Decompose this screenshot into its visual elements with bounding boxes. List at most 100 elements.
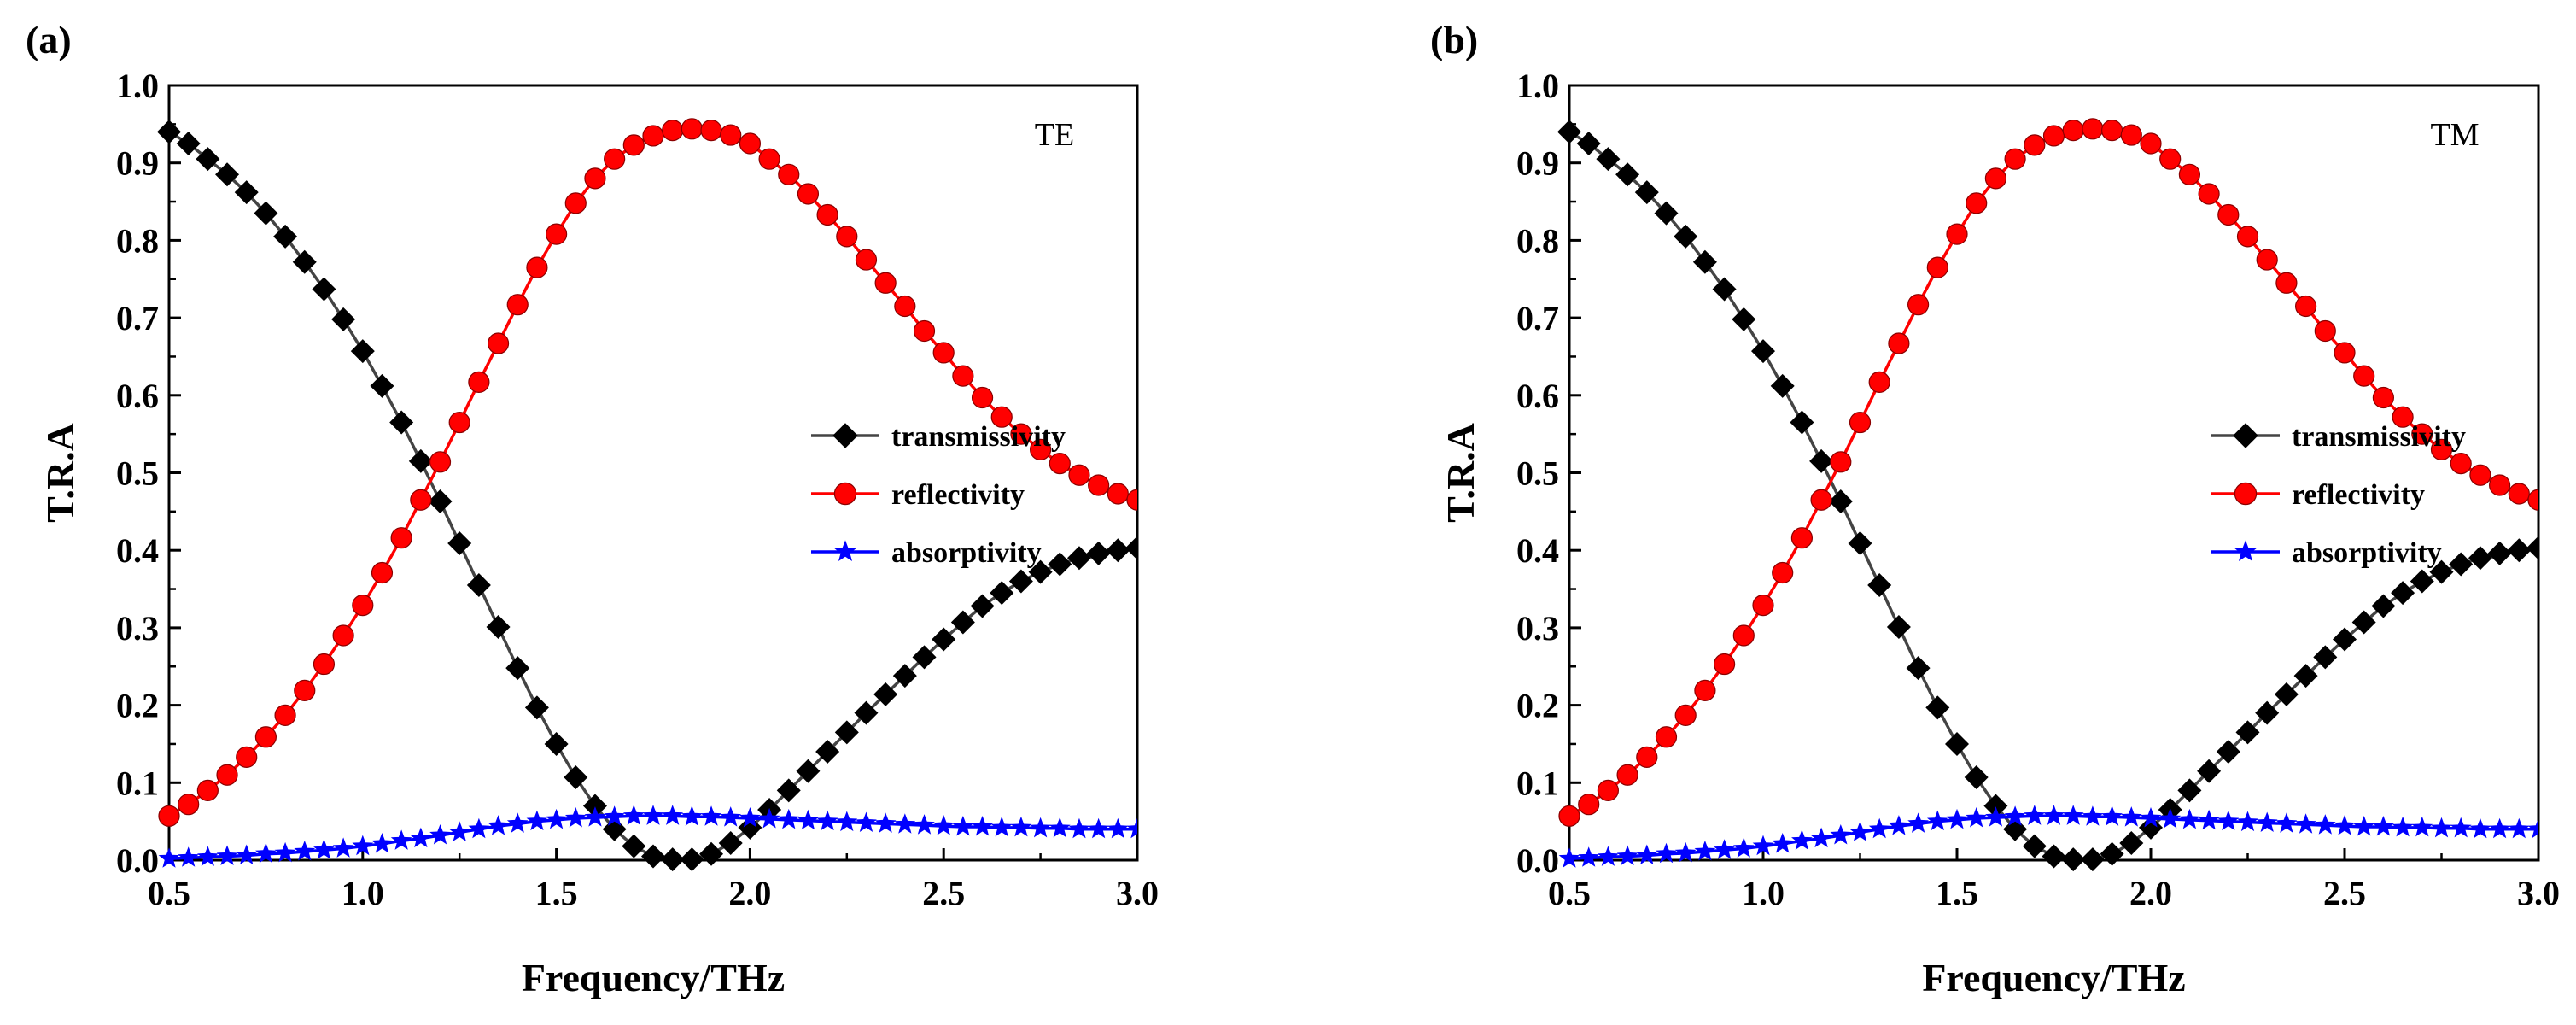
data-point-reflectivity — [642, 125, 664, 147]
data-point-absorptivity — [604, 805, 625, 826]
series-reflectivity — [1558, 118, 2538, 827]
data-point-transmissivity — [622, 834, 646, 858]
y-tick-label: 0.9 — [1516, 144, 1559, 183]
data-point-reflectivity — [1907, 294, 1930, 316]
data-point-reflectivity — [254, 726, 277, 748]
y-tick-label: 0.8 — [116, 221, 159, 260]
data-point-transmissivity — [582, 794, 607, 818]
data-point-reflectivity — [216, 764, 238, 786]
data-point-reflectivity — [2527, 489, 2538, 511]
data-point-transmissivity — [2080, 847, 2105, 872]
data-point-transmissivity — [312, 277, 336, 302]
data-point-transmissivity — [1615, 162, 1640, 187]
y-tick-label: 0.2 — [116, 687, 159, 725]
legend-label-absorptivity: absorptivity — [891, 537, 1042, 569]
data-point-reflectivity — [1010, 423, 1032, 445]
data-point-absorptivity — [1830, 823, 1852, 845]
data-point-reflectivity — [274, 704, 296, 726]
data-point-reflectivity — [545, 223, 568, 245]
data-point-absorptivity — [914, 814, 935, 835]
y-tick-label: 0.2 — [1516, 687, 1559, 725]
data-point-transmissivity — [215, 162, 240, 187]
data-point-reflectivity — [2256, 249, 2278, 271]
data-point-transmissivity — [2429, 559, 2454, 584]
data-point-transmissivity — [1809, 448, 1834, 473]
data-point-reflectivity — [2508, 483, 2530, 505]
data-point-absorptivity — [2140, 807, 2162, 828]
data-point-absorptivity — [2004, 805, 2026, 826]
data-point-absorptivity — [662, 805, 684, 825]
data-point-absorptivity — [1578, 846, 1600, 867]
data-point-reflectivity — [990, 406, 1013, 428]
data-point-absorptivity — [2062, 805, 2084, 825]
data-point-reflectivity — [371, 561, 394, 584]
data-point-reflectivity — [1107, 483, 1129, 505]
legend-marker-reflectivity — [833, 482, 857, 506]
data-point-reflectivity — [1868, 371, 1890, 393]
data-point-reflectivity — [1674, 704, 1697, 726]
data-point-transmissivity — [544, 731, 569, 756]
data-point-absorptivity — [1126, 817, 1137, 839]
data-point-reflectivity — [2411, 423, 2433, 445]
data-point-reflectivity — [604, 148, 626, 170]
data-point-absorptivity — [255, 842, 277, 864]
data-point-reflectivity — [874, 272, 897, 294]
y-tick-label: 0.1 — [1516, 764, 1559, 802]
data-point-reflectivity — [1984, 167, 2006, 190]
mode-label: TM — [2431, 117, 2480, 153]
data-point-transmissivity — [370, 373, 394, 398]
data-point-transmissivity — [1867, 573, 1892, 598]
data-point-absorptivity — [700, 805, 722, 826]
data-point-reflectivity — [526, 256, 548, 278]
data-point-absorptivity — [1966, 807, 1988, 828]
data-point-absorptivity — [2469, 817, 2491, 839]
data-point-reflectivity — [971, 386, 994, 409]
data-point-absorptivity — [1985, 806, 2006, 827]
data-point-transmissivity — [196, 147, 220, 172]
legend-marker-absorptivity — [834, 540, 856, 562]
data-point-transmissivity — [486, 614, 511, 639]
x-tick-label: 2.5 — [2323, 874, 2366, 912]
data-point-absorptivity — [158, 847, 180, 868]
data-point-absorptivity — [584, 806, 606, 827]
data-point-transmissivity — [1886, 614, 1911, 639]
series-transmissivity — [1557, 120, 2538, 872]
data-point-absorptivity — [2411, 816, 2433, 837]
data-point-transmissivity — [2391, 581, 2415, 606]
data-point-reflectivity — [2042, 125, 2065, 147]
data-point-transmissivity — [2507, 538, 2532, 563]
data-point-transmissivity — [2061, 847, 2086, 872]
data-point-reflectivity — [758, 148, 780, 170]
data-point-absorptivity — [1674, 841, 1697, 863]
data-point-transmissivity — [660, 847, 685, 872]
data-point-reflectivity — [506, 294, 529, 316]
data-point-absorptivity — [778, 808, 800, 829]
legend-label-reflectivity: reflectivity — [891, 479, 1025, 511]
data-point-absorptivity — [1049, 817, 1071, 838]
data-point-absorptivity — [2450, 817, 2472, 838]
data-point-absorptivity — [2179, 808, 2200, 829]
data-point-reflectivity — [564, 192, 587, 214]
data-point-transmissivity — [2526, 536, 2538, 560]
data-point-absorptivity — [1616, 845, 1638, 865]
data-point-absorptivity — [1088, 817, 1109, 839]
series-absorptivity — [1558, 805, 2538, 868]
x-tick-label: 1.5 — [1936, 874, 1978, 912]
data-point-absorptivity — [216, 845, 238, 865]
data-point-reflectivity — [2430, 438, 2453, 460]
data-point-transmissivity — [1674, 224, 1698, 249]
data-point-reflectivity — [1655, 726, 1678, 748]
data-point-absorptivity — [622, 805, 645, 825]
data-point-absorptivity — [836, 811, 858, 832]
data-point-reflectivity — [236, 746, 258, 768]
data-point-absorptivity — [2256, 811, 2278, 832]
data-point-transmissivity — [564, 764, 588, 789]
data-point-absorptivity — [874, 812, 897, 833]
data-point-transmissivity — [2410, 569, 2434, 594]
data-point-transmissivity — [892, 664, 917, 688]
data-point-absorptivity — [681, 805, 703, 826]
data-point-reflectivity — [332, 624, 354, 647]
data-point-absorptivity — [1598, 846, 1619, 866]
data-point-transmissivity — [1596, 147, 1621, 172]
data-point-absorptivity — [972, 816, 993, 836]
